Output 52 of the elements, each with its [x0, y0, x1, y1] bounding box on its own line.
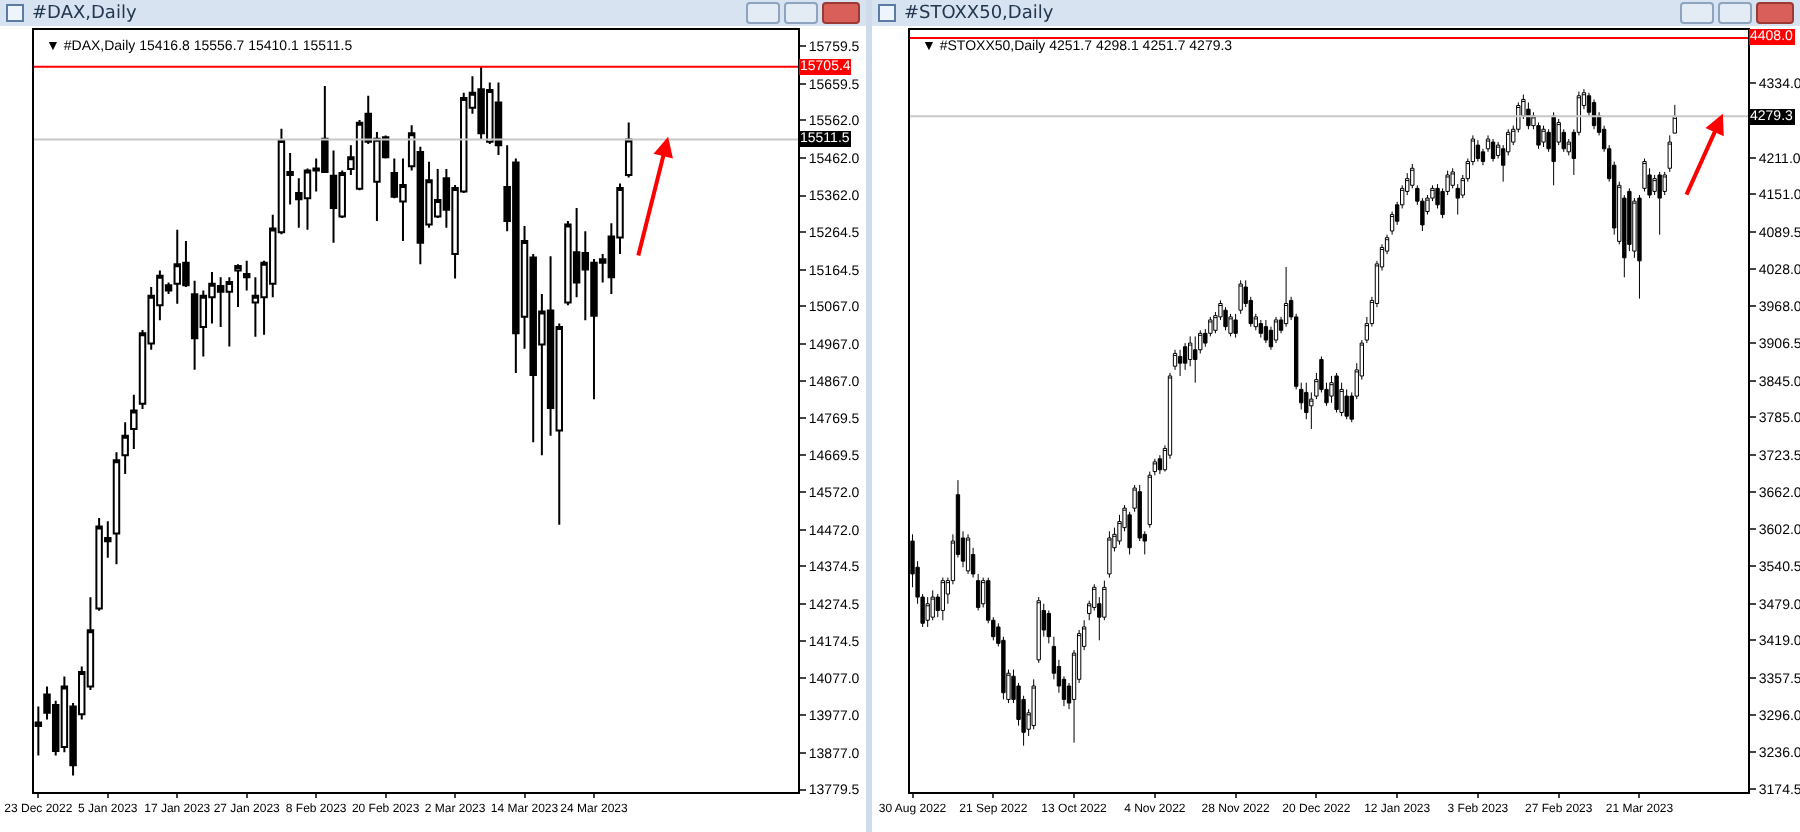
candlestick — [1193, 335, 1198, 384]
candlestick — [1667, 134, 1672, 173]
candlestick — [1637, 194, 1642, 300]
candlestick — [1647, 167, 1652, 199]
candlestick — [1551, 111, 1556, 186]
candlestick — [1475, 139, 1481, 163]
candlestick — [1591, 98, 1597, 130]
candlestick — [1541, 125, 1546, 148]
candlestick — [1672, 104, 1677, 134]
candlestick — [1172, 349, 1178, 371]
candlestick — [965, 533, 971, 575]
candlestick — [1152, 458, 1158, 476]
candlestick — [494, 81, 503, 156]
candlestick — [1344, 388, 1349, 420]
candlestick — [399, 157, 407, 242]
candlestick — [329, 149, 338, 244]
candlestick — [940, 577, 945, 621]
candlestick — [1263, 319, 1269, 344]
candlestick — [1031, 678, 1036, 730]
candlestick — [1273, 316, 1279, 344]
candlestick — [1107, 530, 1112, 579]
candlestick — [1233, 313, 1238, 339]
candlestick — [190, 279, 199, 371]
candlestick — [225, 276, 234, 348]
candlestick — [1526, 101, 1531, 130]
candlestick — [1182, 342, 1188, 371]
candlestick — [1657, 171, 1662, 236]
candlestick — [295, 177, 303, 229]
candlestick — [624, 121, 633, 179]
candlestick — [1147, 471, 1152, 529]
candlestick — [433, 167, 442, 220]
candlestick — [112, 451, 121, 566]
chart-title: #DAX,Daily — [32, 2, 137, 26]
candlestick — [1223, 306, 1228, 331]
candlestick — [242, 259, 251, 292]
candlestick — [234, 263, 242, 309]
candlestick — [1642, 158, 1647, 192]
candlestick — [1258, 319, 1264, 339]
candlestick — [130, 393, 138, 450]
candlestick — [1046, 609, 1051, 644]
candlestick — [1490, 138, 1496, 163]
candlestick — [121, 421, 129, 476]
candlestick — [1177, 349, 1183, 377]
candlestick — [1238, 279, 1243, 315]
candlestick — [1283, 266, 1289, 328]
candlestick — [1127, 511, 1132, 555]
candlestick — [925, 596, 930, 628]
candlestick — [1036, 596, 1041, 664]
chart-title: #STOXX50,Daily — [904, 2, 1054, 26]
candlestick — [1228, 313, 1233, 337]
candlestick — [1334, 372, 1339, 414]
candlestick — [930, 589, 935, 621]
